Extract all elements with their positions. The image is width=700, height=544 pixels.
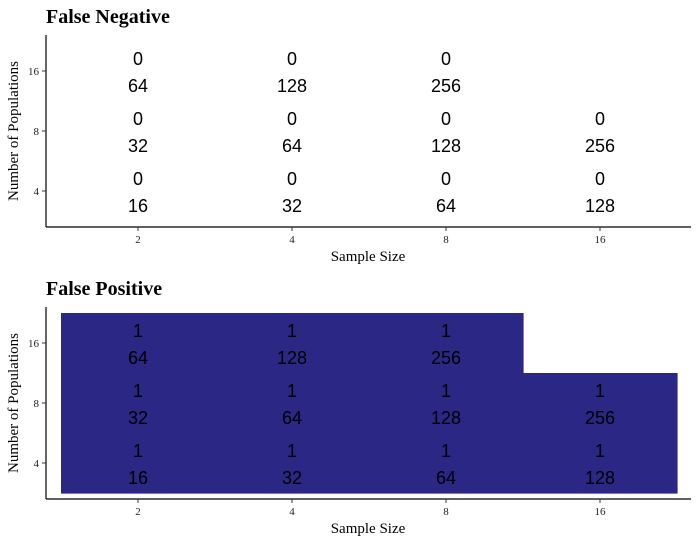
cell-value-label: 0: [441, 169, 451, 189]
cell-count-label: 128: [585, 196, 615, 216]
heatmap-tile: [215, 313, 370, 374]
y-tick-label: 8: [34, 126, 40, 138]
cell-count-label: 32: [282, 196, 302, 216]
y-axis-title: Number of Populations: [6, 61, 22, 201]
x-tick-label: 2: [135, 506, 141, 518]
y-axis-title: Number of Populations: [6, 333, 22, 473]
heatmap-tile: [61, 433, 216, 494]
x-axis-title: Sample Size: [331, 521, 406, 537]
y-tick-label: 16: [28, 338, 40, 350]
cell-count-label: 64: [282, 136, 302, 156]
cell-count-label: 128: [277, 348, 307, 368]
y-tick-label: 4: [34, 186, 40, 198]
x-tick-label: 8: [443, 234, 449, 246]
cell-count-label: 128: [277, 76, 307, 96]
cell-count-label: 256: [585, 408, 615, 428]
cell-value-label: 0: [595, 169, 605, 189]
cell-count-label: 32: [282, 468, 302, 488]
cell-value-label: 0: [287, 49, 297, 69]
heatmap-tile: [215, 373, 370, 434]
cell-value-label: 0: [133, 169, 143, 189]
cell-value-label: 1: [287, 441, 297, 461]
heatmap-tile: [61, 373, 216, 434]
cell-value-label: 1: [441, 441, 451, 461]
plot-area: 0 64 0 128 0 256 0 32 0 64 0 128 0 256 0 16 0 32 0 64 0 128 2 4…: [28, 35, 691, 246]
cell-count-label: 128: [585, 468, 615, 488]
heatmap-tile: [61, 313, 216, 374]
cell-count-label: 32: [128, 136, 148, 156]
cell-value-label: 1: [287, 321, 297, 341]
cell-value-label: 0: [287, 169, 297, 189]
x-tick-label: 2: [135, 234, 141, 246]
cell-value-label: 1: [441, 381, 451, 401]
panel-false-positive: False Positive Number of Populations Sam…: [6, 278, 691, 537]
cell-count-label: 64: [128, 76, 148, 96]
cell-value-label: 1: [287, 381, 297, 401]
cell-value-label: 0: [441, 109, 451, 129]
x-tick-label: 16: [595, 506, 607, 518]
x-tick-label: 8: [443, 506, 449, 518]
heatmap-tile: [369, 373, 524, 434]
heatmap-tile: [215, 433, 370, 494]
cell-value-label: 1: [595, 441, 605, 461]
y-tick-label: 8: [34, 398, 40, 410]
cell-value-label: 1: [595, 381, 605, 401]
cell-value-label: 1: [133, 441, 143, 461]
heatmap-tile: [523, 373, 678, 434]
y-tick-label: 16: [28, 66, 40, 78]
cell-count-label: 16: [128, 196, 148, 216]
panel-title: False Positive: [46, 278, 162, 300]
cell-value-label: 1: [441, 321, 451, 341]
cell-value-label: 0: [441, 49, 451, 69]
cell-count-label: 64: [436, 196, 456, 216]
cell-value-label: 0: [595, 109, 605, 129]
panel-false-negative: False Negative Number of Populations Sam…: [6, 6, 691, 265]
heatmap-tile: [369, 313, 524, 374]
x-tick-label: 4: [289, 234, 295, 246]
heatmap-tile: [369, 433, 524, 494]
panel-title: False Negative: [46, 6, 170, 28]
x-axis-title: Sample Size: [331, 249, 406, 265]
cell-count-label: 64: [128, 348, 148, 368]
cell-count-label: 128: [431, 136, 461, 156]
y-tick-label: 4: [34, 458, 40, 470]
cell-count-label: 128: [431, 408, 461, 428]
cell-count-label: 256: [431, 348, 461, 368]
cell-count-label: 256: [431, 76, 461, 96]
cell-value-label: 0: [133, 109, 143, 129]
cell-value-label: 0: [287, 109, 297, 129]
cell-value-label: 1: [133, 381, 143, 401]
cell-count-label: 32: [128, 408, 148, 428]
x-tick-label: 4: [289, 506, 295, 518]
cell-value-label: 1: [133, 321, 143, 341]
heatmap-tile: [523, 433, 678, 494]
cell-count-label: 256: [585, 136, 615, 156]
x-tick-label: 16: [595, 234, 607, 246]
cell-value-label: 0: [133, 49, 143, 69]
cell-count-label: 64: [436, 468, 456, 488]
cell-count-label: 16: [128, 468, 148, 488]
cell-count-label: 64: [282, 408, 302, 428]
